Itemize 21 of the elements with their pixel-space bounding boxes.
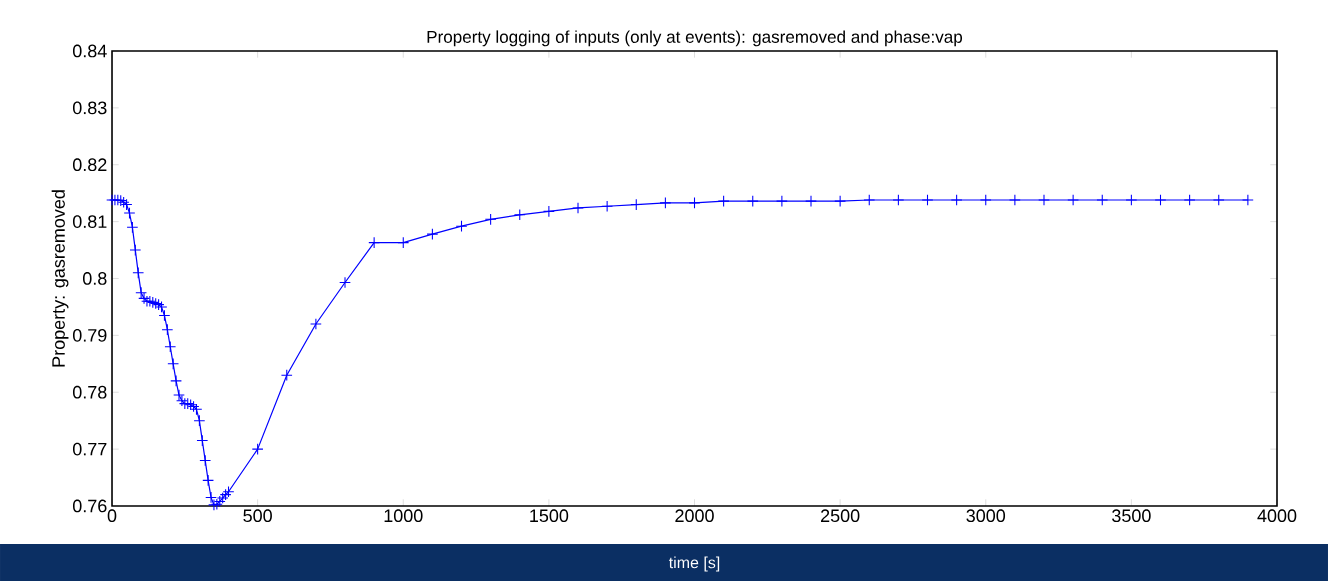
x-tick-label: 1000 xyxy=(384,509,423,523)
y-tick-label: 0.8 xyxy=(82,272,107,285)
y-tick-label: 0.81 xyxy=(72,215,107,228)
x-tick-label: 4000 xyxy=(1257,509,1297,523)
y-axis-title: Property: gasremoved xyxy=(51,190,69,367)
x-tick-label: 0 xyxy=(107,509,117,523)
y-tick-label: 0.82 xyxy=(72,158,107,172)
y-tick-label: 0.78 xyxy=(72,385,107,399)
x-tick-label: 3500 xyxy=(1112,509,1151,523)
y-tick-label: 0.76 xyxy=(72,499,107,513)
y-tick-label: 0.77 xyxy=(72,442,107,456)
y-tick-label: 0.79 xyxy=(72,328,107,342)
x-tick-label: 2500 xyxy=(821,509,860,523)
y-tick-label: 0.84 xyxy=(72,44,107,58)
chart-title: Property logging of inputs (only at events): gasremoved and phase:vap xyxy=(427,30,963,47)
x-tick-label: 500 xyxy=(243,509,272,523)
x-axis-title: time [s] xyxy=(668,556,720,572)
y-tick-label: 0.83 xyxy=(72,101,107,115)
x-tick-label: 2000 xyxy=(675,509,714,523)
x-tick-label: 3000 xyxy=(966,509,1006,523)
x-tick-label: 1500 xyxy=(530,509,569,523)
